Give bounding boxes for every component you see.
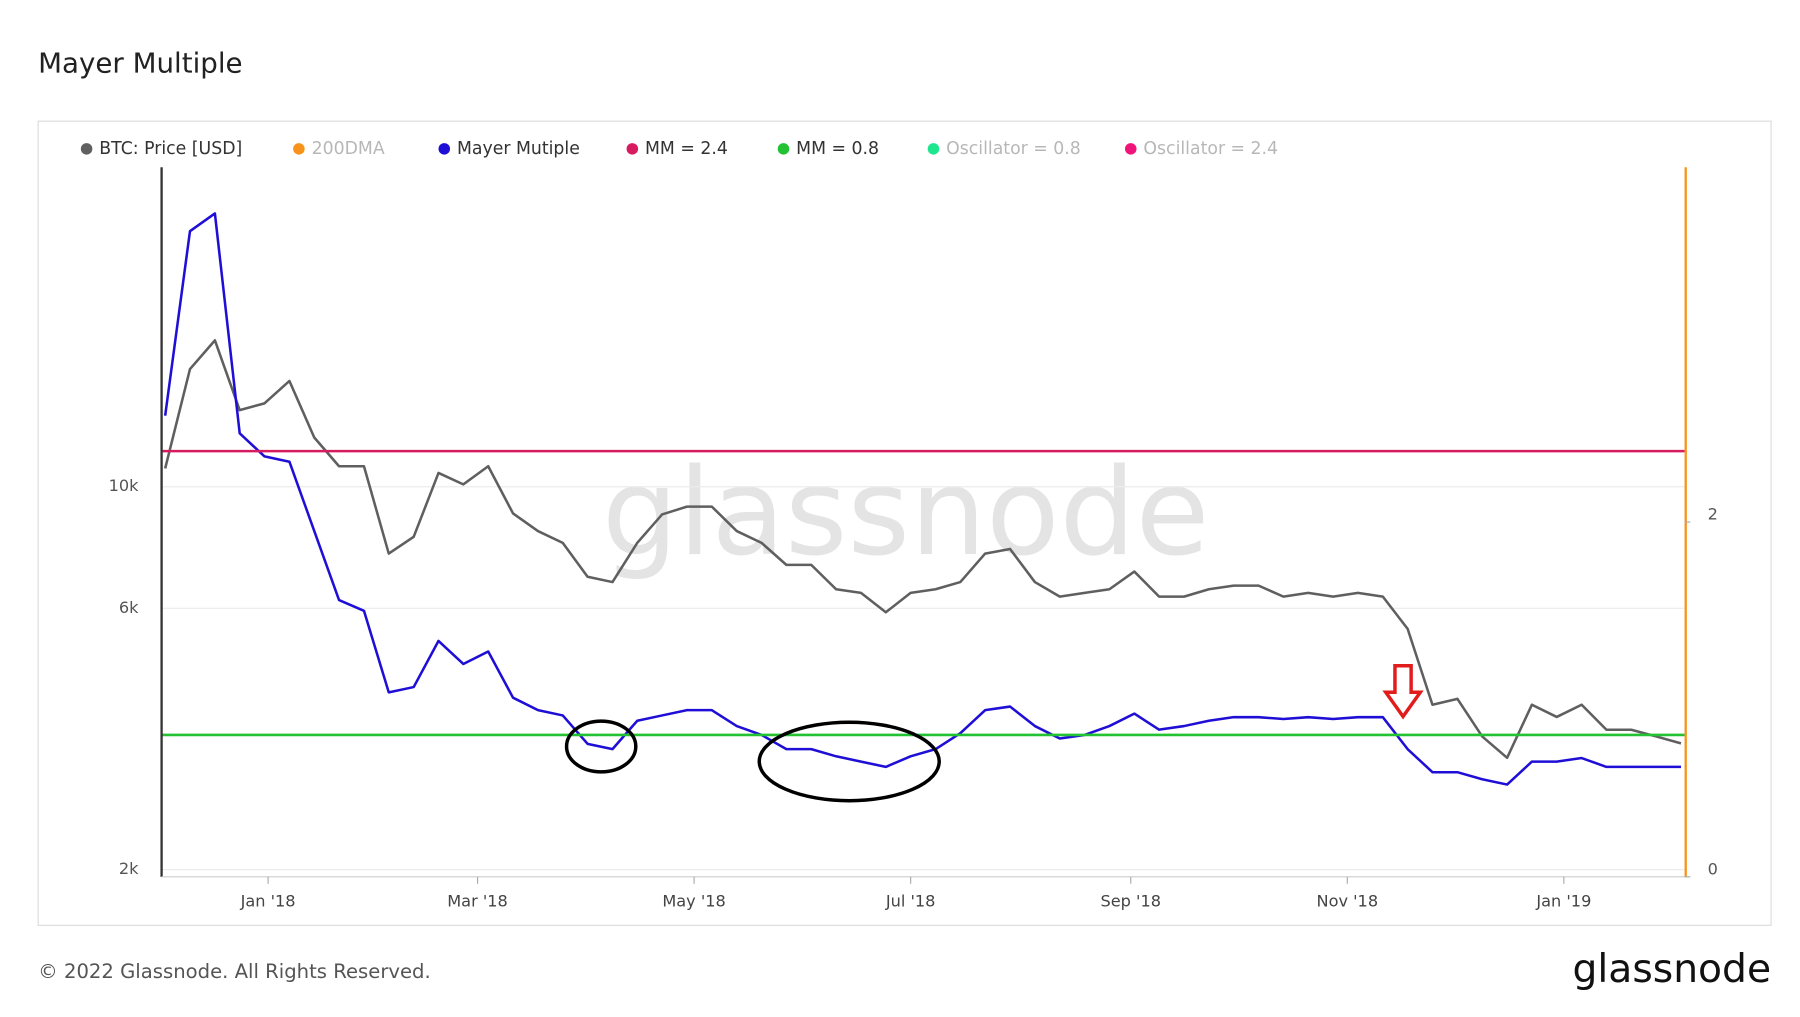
x-tick-label: Jul '18 [885,892,936,911]
legend-label: MM = 2.4 [645,139,728,159]
legend-marker [927,143,940,155]
legend-marker [438,143,451,155]
legend-label: Oscillator = 0.8 [946,139,1081,159]
legend-marker [80,143,93,155]
watermark: glassnode [602,444,1209,583]
chart-frame [37,120,1772,926]
legend-label: MM = 0.8 [796,139,879,159]
annotation-arrow [1382,663,1424,720]
x-tick-label: Jan '19 [1535,892,1591,911]
x-tick-label: Nov '18 [1316,892,1378,911]
series-line [163,339,1682,760]
legend-marker [777,143,790,155]
annotation-circle [564,719,638,774]
series-line [163,212,1681,786]
annotation-circle [757,720,941,803]
y2-tick-label: 0 [1708,859,1718,878]
legend-label: Oscillator = 2.4 [1143,139,1278,159]
y-tick-label: 2k [119,859,139,878]
footer: © 2022 Glassnode. All Rights Reserved. [38,960,431,983]
legend-marker [626,143,639,155]
y2-tick-label: 2 [1708,505,1718,524]
legend-label: Mayer Mutiple [457,139,580,159]
y-tick-label: 10k [109,476,140,495]
x-tick-label: Jan '18 [240,892,296,911]
chart-title: Mayer Multiple [38,47,242,80]
legend-marker [1124,143,1137,155]
x-tick-label: Sep '18 [1100,892,1161,911]
legend-marker [293,143,305,155]
x-tick-label: Mar '18 [447,892,508,911]
legend-label: BTC: Price [USD] [99,139,242,159]
legend-label: 200DMA [312,139,385,159]
y-tick-label: 6k [119,598,139,617]
x-tick-label: May '18 [662,892,725,911]
logo: glassnode [1573,947,1772,992]
plot-area [161,212,1685,871]
